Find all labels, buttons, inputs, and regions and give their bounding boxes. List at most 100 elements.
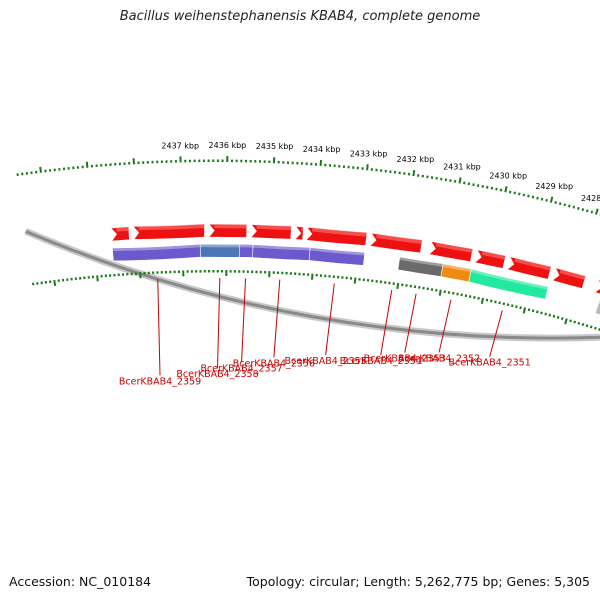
minor-tick — [518, 192, 521, 196]
forward-gene-track — [110, 223, 600, 295]
forward-gene-highlight — [256, 224, 292, 231]
inner-major-tick — [522, 307, 527, 314]
cds-block — [595, 300, 600, 316]
cds-track — [112, 243, 600, 316]
inner-major-tick — [96, 275, 99, 282]
cds-block-highlight — [200, 244, 240, 248]
inner-major-tick — [396, 282, 400, 290]
minor-tick — [581, 208, 585, 212]
minor-tick — [572, 205, 576, 209]
minor-tick — [513, 191, 516, 195]
gene-leader-line — [404, 293, 417, 353]
accession-text: Accession: NC_010184 — [9, 574, 152, 589]
gene-label: BcerKBAB4_2357 — [200, 363, 282, 374]
gene-leader-line — [217, 277, 221, 369]
inner-minor-tick — [515, 305, 518, 309]
forward-gene-highlight — [300, 226, 304, 231]
gene-leader-line — [489, 310, 503, 357]
cds-block-highlight — [470, 268, 549, 290]
inner-minor-tick — [485, 298, 489, 302]
inner-minor-tick — [477, 296, 480, 300]
cds-block-highlight — [252, 244, 311, 251]
inner-minor-tick — [494, 300, 497, 304]
cds-block-highlight — [309, 247, 365, 256]
cds-block-highlight — [399, 256, 444, 267]
minor-tick — [577, 206, 580, 210]
major-tick — [595, 208, 599, 215]
gene-leader-line — [273, 279, 281, 358]
inner-minor-tick — [577, 321, 581, 325]
forward-gene-arrow — [594, 279, 600, 295]
scale-tick-label: 2436 kbp — [209, 141, 247, 150]
page-title: Bacillus weihenstephanensis KBAB4, compl… — [119, 9, 481, 24]
inner-minor-tick — [581, 322, 585, 326]
inner-minor-tick — [506, 303, 510, 307]
minor-tick — [563, 203, 567, 207]
inner-major-tick — [353, 277, 357, 284]
cds-block — [112, 243, 201, 262]
cds-block-highlight — [392, 256, 400, 260]
inner-minor-tick — [589, 325, 593, 329]
scale-tick-label: 2437 kbp — [161, 141, 199, 150]
gene-label: BcerKBAB4_2359 — [119, 376, 201, 387]
minor-tick — [567, 204, 571, 208]
inner-major-tick — [438, 289, 442, 296]
gene-labels: BcerKBAB4_2351BcerKBAB4_2352BcerKBAB4_23… — [119, 277, 531, 387]
forward-gene-highlight — [138, 224, 205, 231]
backbone-ring — [24, 228, 600, 342]
inner-minor-tick — [510, 304, 514, 308]
inner-minor-tick — [489, 299, 493, 303]
minor-tick — [522, 193, 526, 197]
inner-minor-tick — [502, 302, 506, 306]
minor-tick — [527, 194, 530, 198]
gene-leader-line — [380, 290, 393, 356]
backbone-ring-core — [25, 229, 600, 340]
major-tick — [85, 161, 89, 168]
gene-label: BcerKBAB4_2358 — [176, 369, 258, 380]
major-tick — [504, 186, 508, 193]
forward-gene-highlight — [312, 227, 368, 237]
minor-tick — [586, 209, 589, 213]
minor-tick — [558, 202, 562, 206]
forward-gene-highlight — [376, 233, 423, 245]
inner-minor-tick — [594, 326, 597, 330]
gene-label: BcerKBAB4_2353 — [364, 354, 446, 365]
scale-tick-label: 2428 kbp — [581, 194, 600, 203]
scale-tick-label: 2435 kbp — [256, 142, 294, 151]
major-tick — [412, 169, 416, 177]
inner-minor-tick — [556, 315, 560, 319]
major-tick — [366, 164, 369, 171]
cds-block-highlight — [239, 244, 253, 248]
scale-tick-label: 2431 kbp — [443, 163, 481, 172]
gene-leader-line — [325, 283, 335, 356]
inner-minor-tick — [540, 311, 543, 315]
minor-tick — [545, 198, 548, 202]
inner-minor-tick — [531, 309, 535, 313]
gene-label: BcerKBAB4_2351 — [449, 358, 531, 369]
inner-minor-tick — [585, 324, 589, 328]
inner-minor-tick — [548, 313, 552, 317]
scale-tick-label: 2433 kbp — [350, 149, 388, 158]
gene-label: BcerKBAB4_2356 — [233, 358, 315, 369]
inner-minor-tick — [560, 317, 564, 321]
inner-minor-tick — [544, 312, 547, 316]
inner-minor-tick — [536, 310, 539, 314]
inner-major-tick — [564, 318, 568, 325]
scale-tick-label: 2434 kbp — [303, 145, 341, 154]
scale-tick-label: 2432 kbp — [397, 155, 435, 164]
inner-major-tick — [53, 279, 57, 287]
inner-minor-tick — [573, 320, 577, 324]
inner-minor-tick — [552, 314, 556, 318]
gene-label: BcerKBAB4_2352 — [398, 353, 480, 364]
minor-tick — [554, 201, 557, 205]
inner-minor-tick — [527, 308, 531, 312]
cds-block-highlight — [442, 263, 472, 272]
forward-gene-highlight — [116, 226, 129, 232]
gene-leader-line — [157, 279, 161, 376]
inner-minor-tick — [519, 306, 522, 310]
forward-gene-highlight — [435, 242, 473, 253]
inner-minor-tick — [569, 319, 572, 323]
minor-tick — [499, 188, 503, 192]
